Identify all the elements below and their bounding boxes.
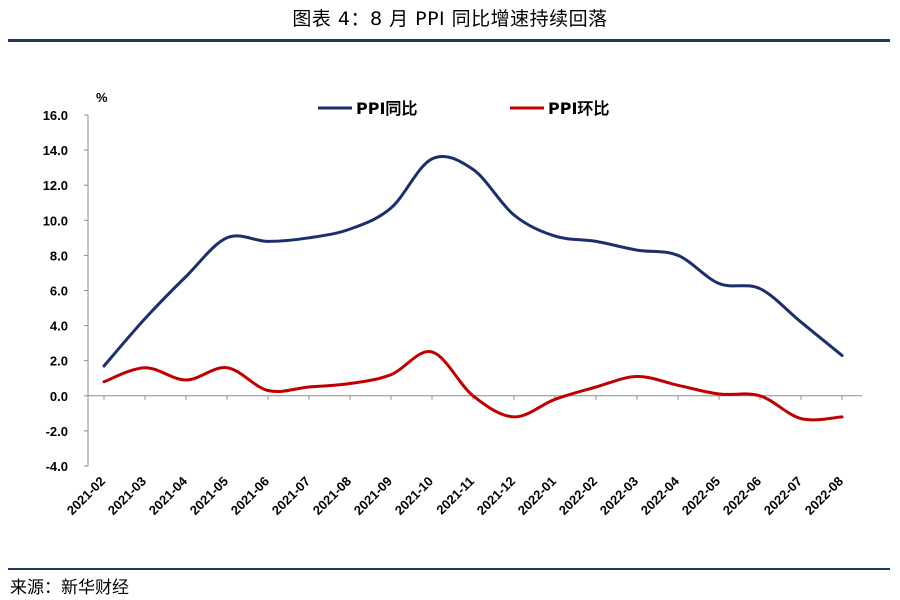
x-tick-label: 2022-02 — [556, 474, 600, 518]
x-tick-label: 2021-10 — [392, 474, 436, 518]
x-tick-label: 2022-04 — [638, 473, 683, 518]
x-tick-label: 2022-03 — [597, 474, 641, 518]
legend: PPI同比 PPI环比 — [318, 99, 609, 118]
y-tick-label: 6.0 — [50, 284, 68, 299]
x-tick-label: 2021-05 — [187, 474, 231, 518]
y-tick-label: -4.0 — [46, 459, 68, 474]
x-axis: 2021-022021-032021-042021-052021-062021-… — [64, 395, 862, 518]
x-tick-label: 2021-11 — [433, 474, 477, 518]
y-tick-label: 2.0 — [50, 354, 68, 369]
y-tick-label: 12.0 — [43, 178, 68, 193]
y-tick-label: 14.0 — [43, 143, 68, 158]
y-tick-label: 8.0 — [50, 248, 68, 263]
x-tick-label: 2022-01 — [515, 474, 559, 518]
x-tick-label: 2021-04 — [146, 473, 191, 518]
series-lines — [102, 154, 844, 422]
y-tick-label: 4.0 — [50, 319, 68, 334]
source-note: 来源：新华财经 — [10, 578, 129, 598]
y-axis: 16.0 14.0 12.0 10.0 8.0 6.0 4.0 2.0 0.0 -2.0 -4.0% — [43, 90, 108, 474]
x-tick-label: 2021-09 — [351, 474, 395, 518]
y-unit-label: % — [96, 90, 108, 105]
ppi-yoy-line — [102, 154, 844, 368]
ppi-mom-line — [102, 350, 844, 422]
legend-label: PPI同比 — [356, 99, 417, 118]
x-tick-label: 2021-02 — [64, 474, 108, 518]
x-tick-label: 2022-08 — [802, 474, 846, 518]
legend-item-ppi-mom: PPI环比 — [510, 99, 609, 118]
x-tick-label: 2021-08 — [310, 474, 354, 518]
x-tick-label: 2021-03 — [105, 474, 149, 518]
x-tick-label: 2022-06 — [720, 474, 764, 518]
y-tick-label: 10.0 — [43, 213, 68, 228]
top-divider — [8, 39, 890, 42]
x-tick-label: 2022-05 — [679, 474, 723, 518]
x-tick-label: 2021-06 — [228, 474, 272, 518]
y-tick-label: 16.0 — [43, 108, 68, 123]
x-tick-label: 2021-07 — [269, 474, 313, 518]
legend-item-ppi-yoy: PPI同比 — [318, 99, 417, 118]
x-tick-label: 2021-12 — [474, 474, 518, 518]
legend-label: PPI环比 — [548, 99, 609, 118]
chart-title: 图表 4：8 月 PPI 同比增速持续回落 — [292, 8, 608, 30]
y-tick-label: -2.0 — [46, 424, 68, 439]
bottom-divider — [8, 568, 890, 570]
y-tick-label: 0.0 — [50, 389, 68, 404]
x-tick-label: 2022-07 — [761, 474, 805, 518]
